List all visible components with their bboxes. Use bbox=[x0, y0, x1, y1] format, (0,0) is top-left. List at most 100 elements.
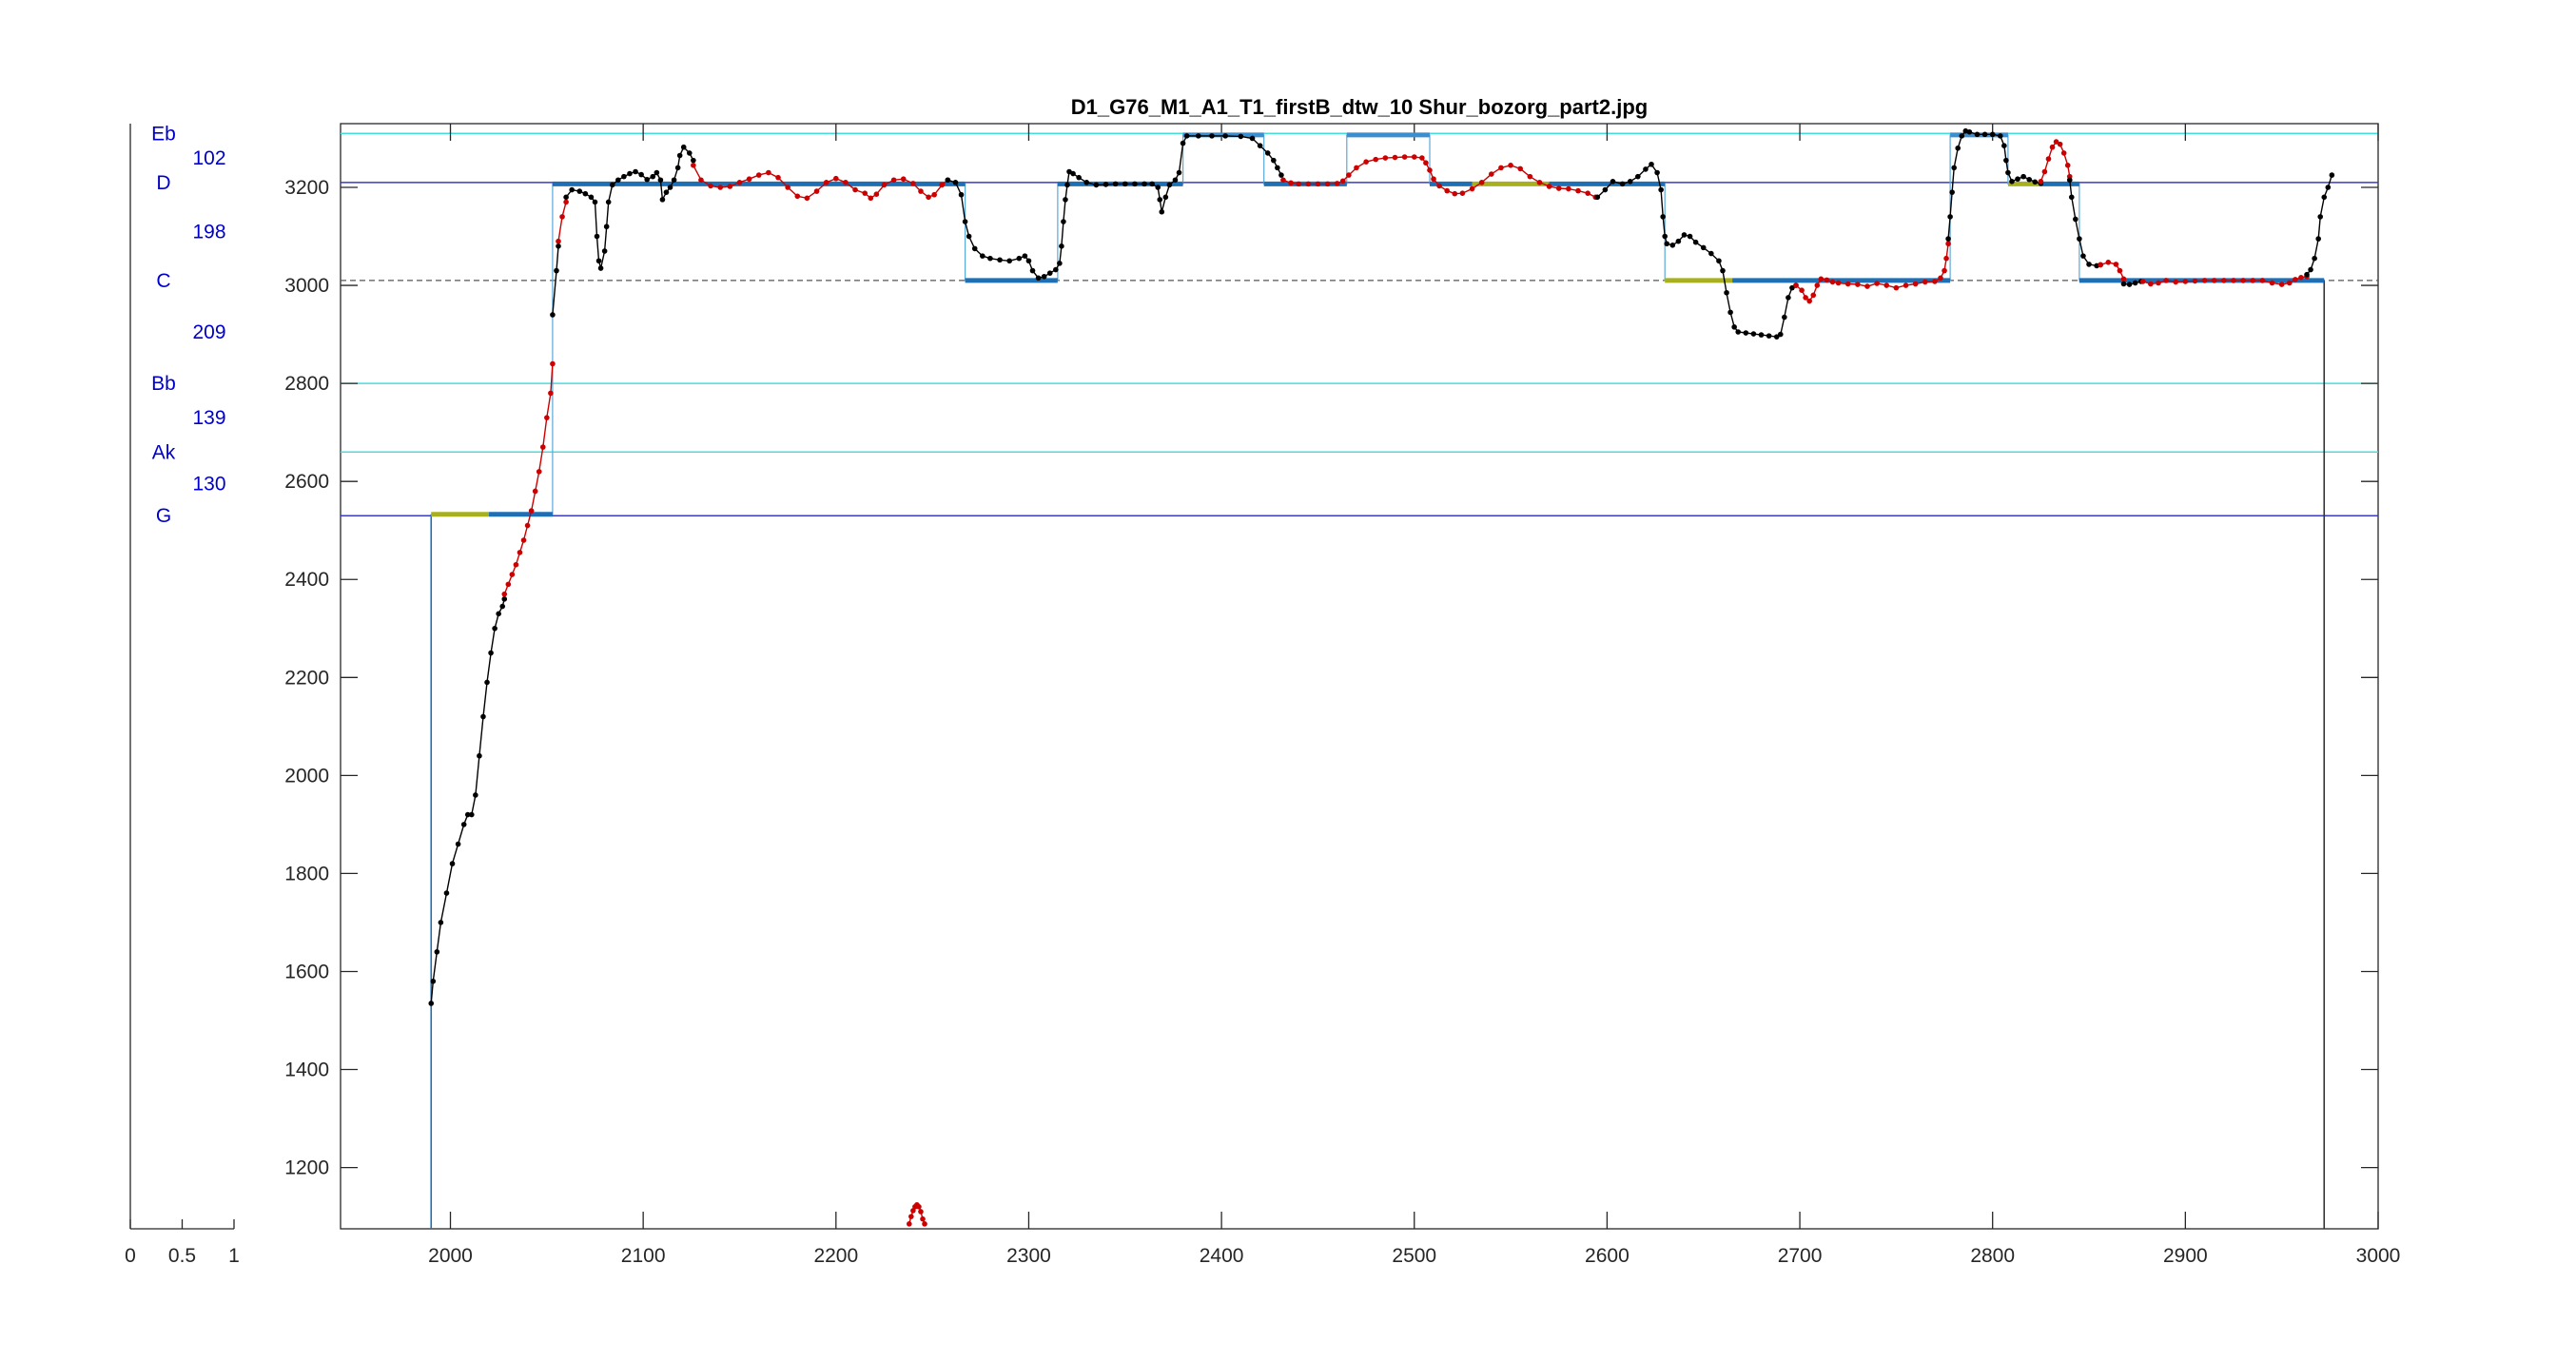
pitch-point bbox=[554, 267, 559, 274]
pitch-point bbox=[2086, 262, 2092, 267]
pitch-point bbox=[2325, 185, 2332, 190]
note-step-path bbox=[431, 134, 2325, 515]
pitch-point bbox=[843, 180, 849, 185]
pitch-point bbox=[918, 188, 924, 194]
pitch-point bbox=[775, 174, 781, 181]
pitch-point bbox=[1459, 190, 1466, 196]
pitch-point bbox=[1209, 133, 1215, 139]
pitch-point bbox=[1829, 279, 1836, 285]
pitch-point bbox=[2057, 141, 2063, 147]
pitch-point bbox=[1727, 309, 1733, 316]
pitch-point bbox=[2068, 194, 2075, 201]
pitch-point bbox=[559, 214, 565, 220]
pitch-point bbox=[1142, 181, 1147, 187]
pitch-point bbox=[1275, 165, 1280, 171]
pitch-point bbox=[746, 176, 752, 183]
pitch-point bbox=[1818, 276, 1825, 282]
pitch-point bbox=[766, 169, 771, 176]
pitch-point bbox=[2240, 278, 2246, 283]
pitch-point bbox=[1720, 267, 1726, 274]
pitch-point bbox=[952, 180, 959, 185]
pitch-point bbox=[2308, 266, 2313, 273]
pitch-point bbox=[1799, 287, 1805, 294]
x-tick-label: 2900 bbox=[2163, 1245, 2208, 1267]
y-tick-label: 1200 bbox=[284, 1157, 329, 1179]
pitch-point bbox=[1664, 241, 1670, 247]
pitch-point bbox=[1517, 165, 1524, 172]
pitch-point bbox=[1874, 281, 1880, 286]
pitch-point bbox=[1046, 270, 1053, 276]
pitch-point bbox=[1966, 128, 1973, 135]
pitch-point bbox=[910, 181, 916, 186]
pitch-point bbox=[1566, 185, 1571, 192]
pitch-point bbox=[650, 173, 656, 180]
pitch-point bbox=[708, 183, 713, 189]
left-x-tick-label: 0.5 bbox=[168, 1245, 196, 1267]
pitch-point bbox=[1654, 169, 1660, 176]
left-x-tick-label: 0 bbox=[125, 1245, 136, 1267]
pitch-point bbox=[509, 572, 516, 577]
pitch-point bbox=[1750, 331, 1757, 337]
pitch-point bbox=[907, 1221, 912, 1227]
pitch-point bbox=[667, 185, 673, 190]
pitch-point bbox=[2126, 282, 2133, 287]
pitch-point bbox=[680, 144, 687, 150]
pitch-point bbox=[2173, 279, 2179, 285]
pitch-point bbox=[603, 224, 610, 230]
pitch-point bbox=[1731, 324, 1737, 330]
pitch-point bbox=[674, 165, 681, 171]
pitch-point bbox=[659, 197, 666, 203]
note-label: Eb bbox=[151, 123, 176, 145]
y-tick-label: 2200 bbox=[284, 667, 329, 689]
pitch-point bbox=[1575, 187, 1581, 194]
pitch-point bbox=[2120, 281, 2127, 287]
pitch-point bbox=[539, 444, 546, 450]
pitch-point bbox=[1675, 238, 1682, 244]
pitch-point bbox=[1183, 133, 1190, 139]
pitch-point bbox=[1249, 135, 1256, 142]
pitch-point bbox=[2201, 278, 2208, 283]
pitch-point bbox=[1789, 284, 1795, 291]
pitch-point bbox=[1155, 185, 1161, 190]
pitch-point bbox=[1546, 184, 1552, 189]
pitch-point bbox=[2064, 163, 2071, 168]
pitch-point bbox=[922, 1221, 927, 1227]
pitch-point bbox=[785, 185, 790, 190]
y-tick-label: 2800 bbox=[284, 373, 329, 395]
pitch-point bbox=[939, 182, 946, 188]
pitch-point bbox=[966, 233, 972, 240]
pitch-point bbox=[1555, 185, 1562, 191]
pitch-point bbox=[1122, 181, 1128, 187]
pitch-point bbox=[1382, 155, 1389, 161]
pitch-point bbox=[1627, 179, 1633, 185]
pitch-point bbox=[473, 792, 478, 798]
pitch-point bbox=[931, 191, 937, 198]
x-tick-label: 3000 bbox=[2356, 1245, 2401, 1267]
pitch-point bbox=[755, 172, 762, 178]
pitch-point bbox=[2003, 157, 2009, 164]
pitch-point bbox=[460, 822, 467, 827]
pitch-point bbox=[676, 152, 683, 159]
pitch-point bbox=[2312, 255, 2317, 262]
x-tick-label: 2500 bbox=[1392, 1245, 1436, 1267]
pitch-point bbox=[962, 219, 968, 224]
interval-label: 209 bbox=[192, 321, 225, 343]
y-tick-label: 1400 bbox=[284, 1060, 329, 1081]
x-tick-label: 2100 bbox=[621, 1245, 666, 1267]
y-tick-label: 3000 bbox=[284, 275, 329, 297]
pitch-point bbox=[1064, 182, 1070, 188]
pitch-point bbox=[1444, 187, 1451, 194]
pitch-point bbox=[627, 170, 633, 177]
interval-label: 130 bbox=[192, 474, 225, 496]
pitch-point bbox=[1083, 180, 1090, 185]
pitch-point bbox=[449, 861, 456, 866]
pitch-point bbox=[1025, 258, 1032, 264]
pitch-point bbox=[1938, 275, 1943, 282]
pitch-point bbox=[2117, 267, 2123, 274]
pitch-point bbox=[1700, 244, 1707, 251]
pitch-point bbox=[1649, 161, 1654, 167]
pitch-point bbox=[505, 581, 512, 588]
x-tick-label: 2000 bbox=[428, 1245, 473, 1267]
pitch-point bbox=[2120, 276, 2127, 282]
pitch-point bbox=[601, 248, 608, 254]
